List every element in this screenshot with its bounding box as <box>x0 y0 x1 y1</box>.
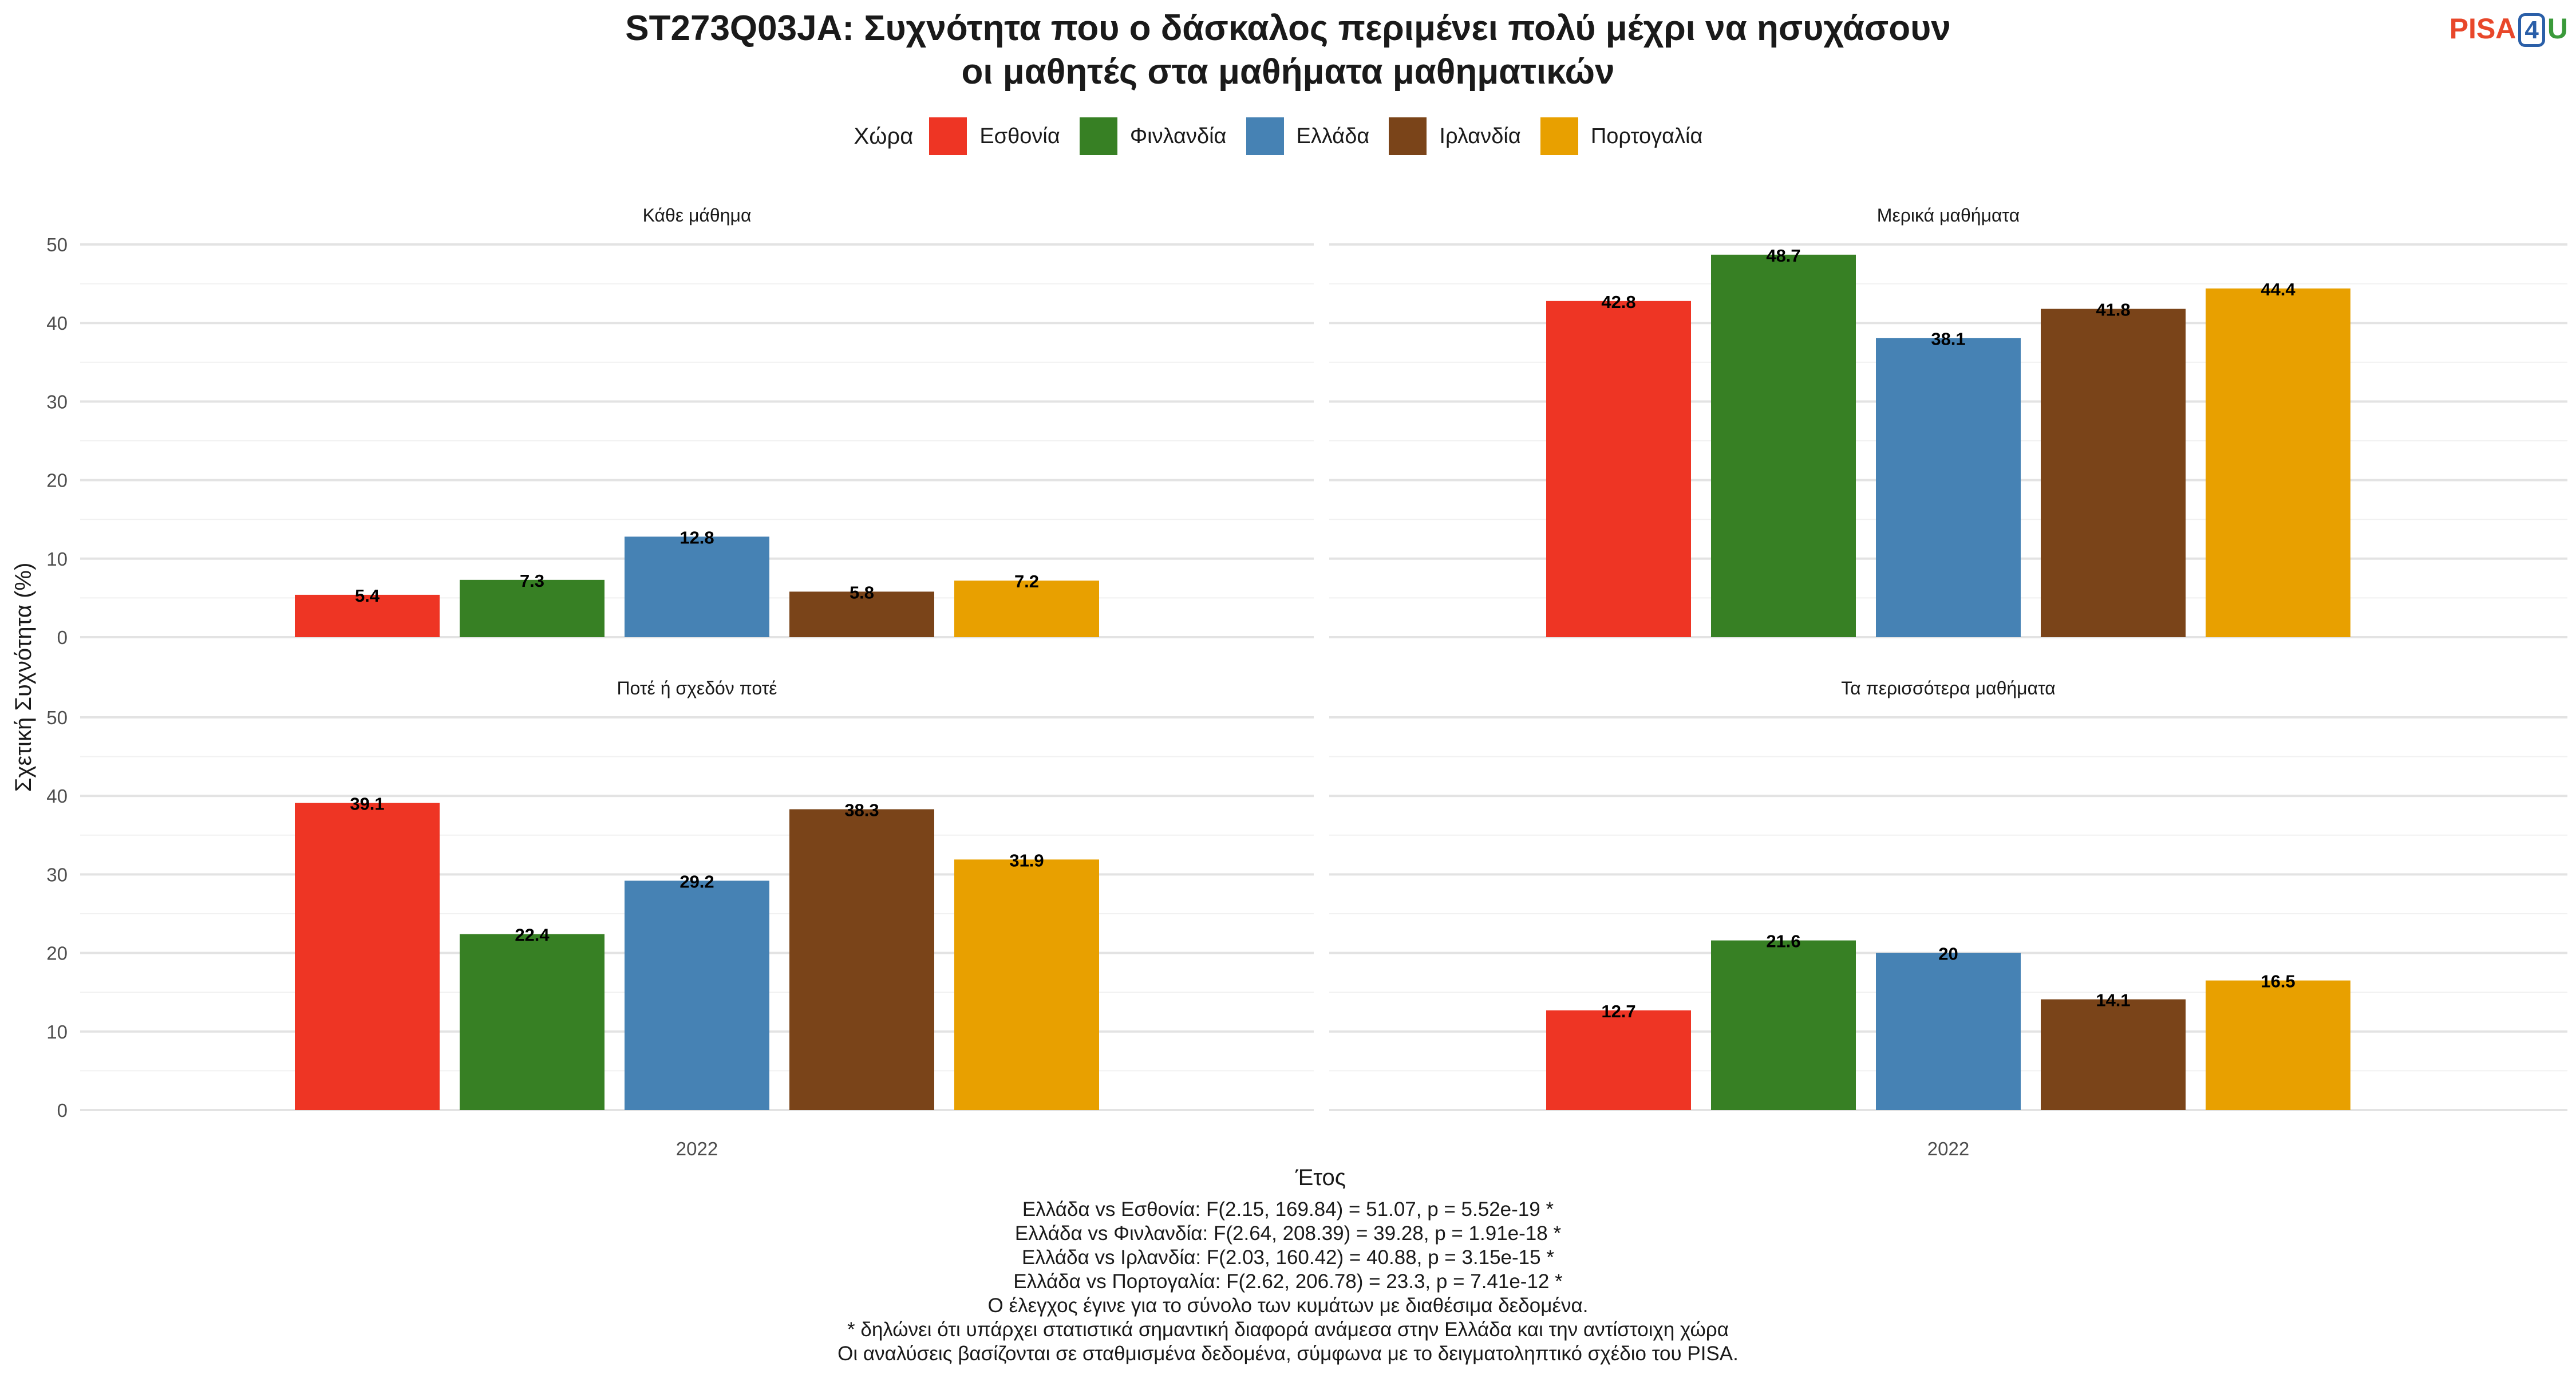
y-tick-label: 40 <box>46 785 68 807</box>
bar-value-label: 48.7 <box>1766 246 1800 266</box>
bar-ireland <box>789 809 934 1110</box>
y-tick-label: 20 <box>46 470 68 491</box>
bar-value-label: 12.7 <box>1601 1001 1635 1021</box>
bar-value-label: 31.9 <box>1009 850 1044 870</box>
bar-value-label: 44.4 <box>2261 279 2296 299</box>
note-line: Ελλάδα vs Φινλανδία: F(2.64, 208.39) = 3… <box>1014 1222 1562 1245</box>
logo-text-pisa: PISA <box>2449 13 2516 45</box>
bar-greece <box>1876 338 2021 637</box>
bar-finland <box>460 579 605 637</box>
panel-title: Κάθε μάθημα <box>643 205 752 226</box>
y-tick-label: 0 <box>57 627 68 648</box>
bar-portugal <box>954 859 1099 1110</box>
y-tick-label: 40 <box>46 313 68 334</box>
x-tick-label: 2022 <box>1927 1138 1969 1159</box>
legend-item-estonia: Εσθονία <box>929 117 1060 155</box>
bar-finland <box>1711 254 1856 637</box>
bar-finland <box>1711 940 1856 1110</box>
legend-swatch-estonia <box>929 117 967 155</box>
y-tick-label: 10 <box>46 548 68 570</box>
x-tick-label: 2022 <box>676 1138 718 1159</box>
bar-value-label: 7.2 <box>1014 571 1039 591</box>
bar-value-label: 21.6 <box>1766 931 1800 951</box>
bar-value-label: 20 <box>1938 944 1958 964</box>
pisa4u-logo: PISA 4 U <box>2449 11 2568 48</box>
note-line: Ο έλεγχος έγινε για το σύνολο των κυμάτω… <box>987 1294 1589 1317</box>
logo-text-4: 4 <box>2518 13 2545 47</box>
bar-estonia <box>1546 301 1691 637</box>
legend-label-portugal: Πορτογαλία <box>1590 124 1703 148</box>
legend-swatch-portugal <box>1540 117 1578 155</box>
legend-swatch-greece <box>1246 117 1284 155</box>
bar-value-label: 38.3 <box>844 800 879 820</box>
y-tick-label: 0 <box>57 1100 68 1121</box>
bar-greece <box>625 536 769 637</box>
bar-estonia <box>295 594 440 637</box>
legend-swatch-finland <box>1079 117 1117 155</box>
legend-item-finland: Φινλανδία <box>1079 117 1227 155</box>
bar-value-label: 14.1 <box>2096 990 2130 1010</box>
bar-portugal <box>954 581 1099 637</box>
bar-value-label: 39.1 <box>350 794 384 814</box>
y-axis-title: Σχετική Συχνότητα (%) <box>11 563 36 792</box>
note-line: * δηλώνει ότι υπάρχει στατιστικά σημαντι… <box>847 1318 1729 1341</box>
logo-text-u: U <box>2547 13 2568 45</box>
bar-value-label: 42.8 <box>1601 292 1635 312</box>
y-tick-label: 50 <box>46 234 68 255</box>
legend-item-greece: Ελλάδα <box>1246 117 1370 155</box>
panel-title: Τα περισσότερα μαθήματα <box>1841 678 2056 698</box>
legend-label-finland: Φινλανδία <box>1129 124 1227 148</box>
legend-label-ireland: Ιρλανδία <box>1439 124 1521 148</box>
chart-title-line-1: ST273Q03JA: Συχνότητα που ο δάσκαλος περ… <box>625 9 1951 48</box>
note-line: Οι αναλύσεις βασίζονται σε σταθμισμένα δ… <box>837 1343 1739 1365</box>
note-line: Ελλάδα vs Ιρλανδία: F(2.03, 160.42) = 40… <box>1022 1246 1554 1269</box>
bar-value-label: 12.8 <box>679 527 714 547</box>
y-tick-label: 30 <box>46 864 68 885</box>
note-line: Ελλάδα vs Πορτογαλία: F(2.62, 206.78) = … <box>1013 1270 1563 1293</box>
bar-ireland <box>2041 999 2186 1110</box>
bar-estonia <box>295 803 440 1110</box>
legend-label-estonia: Εσθονία <box>979 124 1060 148</box>
bar-value-label: 41.8 <box>2096 300 2130 320</box>
y-tick-label: 10 <box>46 1021 68 1043</box>
bar-ireland <box>2041 309 2186 637</box>
bar-value-label: 5.8 <box>850 582 874 602</box>
bar-portugal <box>2206 980 2350 1110</box>
legend-label-greece: Ελλάδα <box>1296 124 1370 148</box>
y-tick-label: 50 <box>46 707 68 728</box>
note-line: Ελλάδα vs Εσθονία: F(2.15, 169.84) = 51.… <box>1022 1198 1554 1221</box>
bar-estonia <box>1546 1010 1691 1110</box>
legend: Χώρα Εσθονία Φινλανδία Ελλάδα Ιρλανδία Π… <box>0 117 2576 155</box>
chart-title-line-2: οι μαθητές στα μαθήματα μαθηματικών <box>961 52 1615 92</box>
panel-title: Ποτέ ή σχεδόν ποτέ <box>617 678 777 698</box>
legend-item-ireland: Ιρλανδία <box>1389 117 1521 155</box>
statistical-notes: Ελλάδα vs Εσθονία: F(2.15, 169.84) = 51.… <box>0 1198 2576 1366</box>
y-tick-label: 30 <box>46 391 68 412</box>
chart-title: ST273Q03JA: Συχνότητα που ο δάσκαλος περ… <box>0 7 2576 94</box>
legend-item-portugal: Πορτογαλία <box>1540 117 1703 155</box>
legend-title: Χώρα <box>854 123 914 149</box>
y-tick-label: 20 <box>46 943 68 964</box>
bar-value-label: 22.4 <box>515 925 550 945</box>
x-axis-title: Έτος <box>1295 1165 1346 1190</box>
bar-portugal <box>2206 288 2350 637</box>
panel-title: Μερικά μαθήματα <box>1877 205 2020 226</box>
bar-value-label: 38.1 <box>1931 329 1965 349</box>
bar-value-label: 16.5 <box>2261 972 2295 992</box>
bar-greece <box>1876 953 2021 1110</box>
bar-value-label: 5.4 <box>355 586 380 606</box>
bar-value-label: 29.2 <box>679 871 714 891</box>
bar-greece <box>625 881 769 1110</box>
bar-value-label: 7.3 <box>520 571 544 591</box>
legend-swatch-ireland <box>1389 117 1427 155</box>
bar-ireland <box>789 591 934 637</box>
bar-finland <box>460 934 605 1110</box>
